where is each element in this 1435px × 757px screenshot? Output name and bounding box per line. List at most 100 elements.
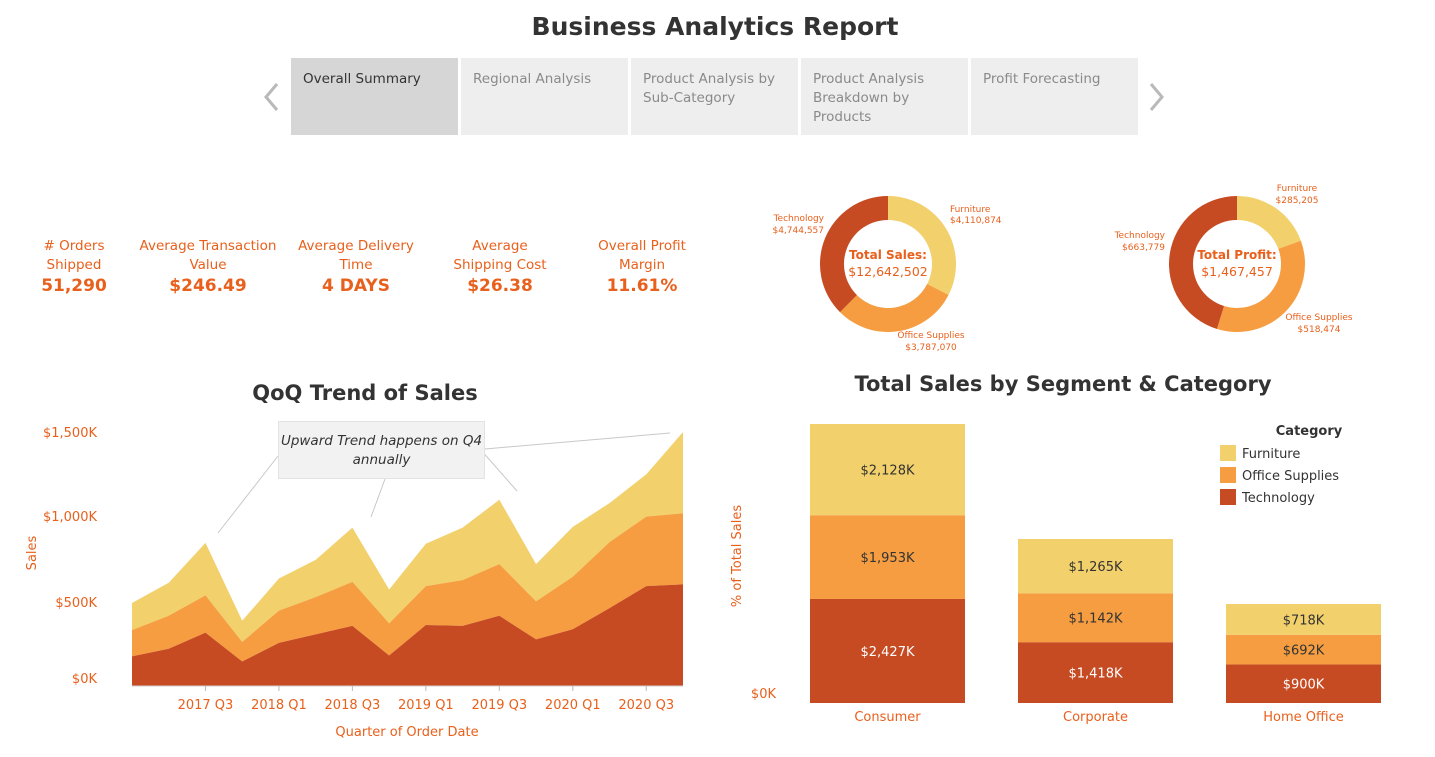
qoq-area-chart: $0K $500K $1,000K $1,500K 2017 Q3 2018 Q1 201… bbox=[25, 426, 683, 740]
donut-slice-name: Furniture bbox=[1277, 184, 1318, 194]
sales-donut-chart: Total Sales: $12,642,502 Furniture $4,11… bbox=[772, 196, 1002, 353]
page-title: Business Analytics Report bbox=[531, 12, 899, 41]
donut-slice-name: Technology bbox=[773, 214, 825, 224]
qoq-chart-title: QoQ Trend of Sales bbox=[252, 381, 478, 405]
donut-slice-technology[interactable] bbox=[1169, 196, 1237, 329]
donut-slice-name: Furniture bbox=[950, 205, 991, 215]
tab-regional-analysis[interactable]: Regional Analysis bbox=[461, 58, 628, 135]
seg-x-tick-label: Home Office bbox=[1263, 710, 1343, 725]
tab-product-analysis-sub-category[interactable]: Product Analysis by Sub-Category bbox=[631, 58, 798, 135]
qoq-x-tick-label: 2019 Q1 bbox=[398, 698, 454, 713]
segment-bar-chart: $2,427K $1,953K $2,128K Consumer $1,418K $1,1… bbox=[730, 424, 1381, 725]
legend-swatch-office-supplies bbox=[1220, 467, 1236, 483]
donut-slice-office-supplies[interactable] bbox=[840, 284, 949, 332]
donut-slice-office-supplies[interactable] bbox=[1216, 240, 1305, 332]
qoq-y-axis-label: Sales bbox=[25, 535, 40, 570]
bar-data-label: $1,142K bbox=[1068, 612, 1122, 627]
kpi-profit-margin: Overall Profit Margin 11.61% bbox=[592, 237, 692, 296]
qoq-y-tick-label: $1,500K bbox=[43, 426, 97, 441]
next-arrow-icon[interactable] bbox=[1145, 80, 1167, 114]
prev-arrow-icon[interactable] bbox=[261, 80, 283, 114]
bar-data-label: $1,953K bbox=[860, 551, 914, 566]
qoq-x-tick-label: 2019 Q3 bbox=[471, 698, 527, 713]
kpi-label: Overall Profit Margin bbox=[598, 238, 686, 273]
kpi-label: Average Delivery Time bbox=[298, 238, 414, 273]
bar-data-label: $1,418K bbox=[1068, 667, 1122, 682]
donut-center-label: Total Profit: bbox=[1197, 248, 1276, 262]
annotation-callout-line bbox=[370, 478, 386, 518]
bar-segment-office-supplies[interactable] bbox=[1226, 634, 1381, 665]
legend-title: Category bbox=[1276, 424, 1343, 439]
donut-slice-name: Office Supplies bbox=[897, 331, 965, 341]
legend-label-technology: Technology bbox=[1241, 491, 1315, 506]
qoq-y-tick-label: $1,000K bbox=[43, 510, 97, 525]
qoq-y-tick-label: $500K bbox=[55, 596, 97, 611]
kpi-avg-delivery: Average Delivery Time 4 DAYS bbox=[296, 237, 416, 296]
donut-slice-furniture[interactable] bbox=[1237, 196, 1301, 249]
donut-slice-value: $4,110,874 bbox=[950, 216, 1002, 226]
seg-x-tick-label: Consumer bbox=[854, 710, 921, 725]
kpi-value: $246.49 bbox=[169, 276, 247, 296]
bar-data-label: $718K bbox=[1283, 613, 1325, 628]
legend-label-furniture: Furniture bbox=[1242, 447, 1300, 462]
bar-segment-furniture[interactable] bbox=[1226, 603, 1381, 635]
area-series-office-supplies[interactable] bbox=[132, 513, 683, 662]
tab-profit-forecasting[interactable]: Profit Forecasting bbox=[971, 58, 1138, 135]
profit-donut-chart: Total Profit: $1,467,457 Furniture $285,… bbox=[1114, 184, 1353, 335]
bar-segment-furniture[interactable] bbox=[1018, 539, 1173, 594]
kpi-avg-transaction: Average Transaction Value $246.49 bbox=[138, 237, 278, 296]
kpi-value: 11.61% bbox=[606, 276, 678, 296]
seg-y-tick-label: $0K bbox=[751, 687, 777, 702]
bar-segment-office-supplies[interactable] bbox=[810, 515, 965, 599]
bar-segment-technology[interactable] bbox=[1018, 642, 1173, 703]
annotation-callout-line bbox=[484, 432, 671, 450]
annotation-callout-line bbox=[217, 455, 279, 534]
qoq-x-axis-label: Quarter of Order Date bbox=[335, 725, 478, 740]
donut-slice-value: $3,787,070 bbox=[905, 343, 957, 353]
legend-swatch-furniture bbox=[1220, 445, 1236, 461]
bar-segment-furniture[interactable] bbox=[810, 424, 965, 516]
qoq-x-tick-label: 2017 Q3 bbox=[178, 698, 234, 713]
kpi-value: 4 DAYS bbox=[322, 276, 390, 296]
tab-overall-summary[interactable]: Overall Summary bbox=[291, 58, 458, 135]
bar-data-label: $1,265K bbox=[1068, 560, 1122, 575]
donut-center-value: $1,467,457 bbox=[1201, 264, 1273, 279]
donut-center-label: Total Sales: bbox=[849, 248, 927, 262]
kpi-value: 51,290 bbox=[41, 276, 107, 296]
donut-slice-value: $663,779 bbox=[1122, 243, 1165, 253]
donut-slice-furniture[interactable] bbox=[888, 196, 956, 295]
qoq-x-tick-label: 2020 Q3 bbox=[618, 698, 674, 713]
kpi-label: # Orders Shipped bbox=[43, 238, 105, 273]
bar-segment-technology[interactable] bbox=[1226, 664, 1381, 703]
donut-slice-name: Office Supplies bbox=[1285, 313, 1353, 323]
bar-data-label: $2,128K bbox=[860, 464, 914, 479]
donut-slice-value: $518,474 bbox=[1298, 325, 1341, 335]
seg-y-axis-label: % of Total Sales bbox=[730, 505, 745, 607]
kpi-label: Average Shipping Cost bbox=[453, 238, 547, 273]
kpi-avg-shipping: Average Shipping Cost $26.38 bbox=[449, 237, 551, 296]
kpi-orders-shipped: # Orders Shipped 51,290 bbox=[34, 237, 114, 296]
donut-slice-value: $285,205 bbox=[1276, 196, 1319, 206]
trend-annotation: Upward Trend happens on Q4 annually bbox=[278, 421, 485, 479]
area-series-furniture[interactable] bbox=[132, 432, 683, 642]
qoq-x-tick-label: 2018 Q1 bbox=[251, 698, 307, 713]
kpi-value: $26.38 bbox=[467, 276, 533, 296]
donut-slice-technology[interactable] bbox=[820, 196, 888, 313]
area-series-technology[interactable] bbox=[132, 584, 683, 686]
donut-center-value: $12,642,502 bbox=[848, 264, 928, 279]
tab-product-analysis-breakdown[interactable]: Product Analysis Breakdown by Products bbox=[801, 58, 968, 135]
qoq-x-tick-label: 2020 Q1 bbox=[545, 698, 601, 713]
bar-data-label: $692K bbox=[1283, 644, 1325, 659]
donut-slice-name: Technology bbox=[1114, 231, 1166, 241]
donut-slice-value: $4,744,557 bbox=[772, 226, 824, 236]
bar-data-label: $900K bbox=[1283, 678, 1325, 693]
qoq-x-tick-label: 2018 Q3 bbox=[325, 698, 381, 713]
bar-data-label: $2,427K bbox=[860, 645, 914, 660]
legend-label-office-supplies: Office Supplies bbox=[1242, 469, 1339, 484]
bar-segment-office-supplies[interactable] bbox=[1018, 593, 1173, 643]
kpi-label: Average Transaction Value bbox=[139, 238, 277, 273]
nav-tabs: Overall Summary Regional Analysis Produc… bbox=[291, 58, 1138, 135]
bar-segment-technology[interactable] bbox=[810, 598, 965, 703]
segment-chart-title: Total Sales by Segment & Category bbox=[854, 372, 1272, 396]
annotation-callout-line bbox=[479, 448, 518, 492]
